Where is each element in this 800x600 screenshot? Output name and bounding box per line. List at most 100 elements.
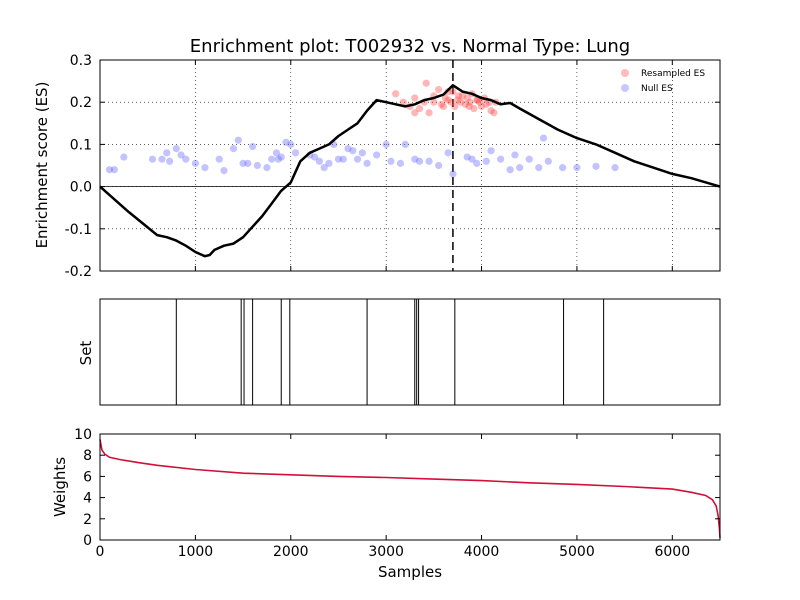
resampled-es-point <box>447 98 455 106</box>
resampled-es-point <box>461 100 469 108</box>
resampled-es-point <box>458 92 467 100</box>
null-es-point <box>401 140 409 148</box>
resampled-es-point <box>411 94 419 102</box>
null-es-point <box>415 157 424 165</box>
null-es-point <box>516 164 524 172</box>
null-es-point <box>344 145 352 153</box>
resampled-es-point <box>466 98 474 106</box>
null-es-point <box>325 159 333 167</box>
null-es-point <box>463 153 471 161</box>
null-es-point <box>334 155 343 163</box>
null-es-point <box>339 155 347 163</box>
es-y-tick-label: 0.0 <box>70 180 92 196</box>
resampled-es-point <box>487 107 495 115</box>
null-es-point <box>506 166 514 174</box>
resampled-es-point <box>425 109 433 117</box>
null-es-point <box>268 155 276 163</box>
x-tick-label: 3000 <box>368 544 404 560</box>
weights-curve <box>99 439 721 538</box>
null-es-point <box>287 140 295 148</box>
null-es-point <box>220 166 228 175</box>
legend-null-marker <box>621 84 629 92</box>
x-tick-label: 5000 <box>559 544 595 560</box>
set-panel: Set <box>77 298 721 406</box>
null-es-point <box>148 155 157 163</box>
null-es-point <box>234 136 242 144</box>
resampled-es-point <box>451 102 459 111</box>
resampled-es-point <box>465 102 473 111</box>
weights-y-tick-label: 8 <box>83 448 92 464</box>
resampled-es-point <box>470 104 478 113</box>
resampled-es-point <box>456 98 465 106</box>
null-es-point <box>215 155 223 163</box>
null-es-point <box>158 155 166 163</box>
null-es-point <box>396 159 405 167</box>
x-axis-label: Samples <box>378 563 442 581</box>
null-es-point <box>511 151 519 159</box>
x-tick-label: 0 <box>96 544 105 560</box>
es-y-tick-label: -0.1 <box>65 222 92 238</box>
null-es-point <box>320 164 328 172</box>
resampled-es-point <box>444 96 452 104</box>
null-es-point <box>172 145 180 153</box>
null-es-point <box>544 157 552 165</box>
null-es-point <box>263 164 271 172</box>
null-es-point <box>272 149 281 157</box>
null-es-point <box>411 155 419 163</box>
resampled-es-point <box>490 109 498 117</box>
es-y-tick-label: 0.2 <box>70 95 92 111</box>
null-es-point <box>444 149 452 157</box>
resampled-es-point <box>411 109 419 117</box>
es-y-tick-label: 0.1 <box>70 137 92 153</box>
chart-title: Enrichment plot: T002932 vs. Normal Type… <box>190 36 630 57</box>
null-es-point <box>249 142 257 151</box>
weights-y-tick-label: 4 <box>83 491 92 507</box>
x-tick-label: 1000 <box>178 544 214 560</box>
resampled-es-point <box>392 90 400 98</box>
null-es-point <box>473 159 481 167</box>
es-y-ticks: 0.3 0.2 0.1 0.0 -0.1 -0.2 <box>65 53 720 280</box>
weights-y-ticks: 10 8 6 4 2 0 <box>74 427 720 549</box>
null-es-point <box>349 147 357 155</box>
es-curve <box>99 84 721 258</box>
legend-resampled-label: Resampled ES <box>641 69 705 79</box>
null-es-point <box>120 153 128 161</box>
null-es-point <box>110 166 118 174</box>
null-es-point <box>449 170 457 178</box>
resampled-es-point <box>477 102 486 111</box>
null-es-point <box>525 155 533 163</box>
weights-y-tick-label: 2 <box>83 512 92 528</box>
null-es-point <box>382 140 390 148</box>
x-tick-label: 6000 <box>654 544 690 560</box>
null-es-point <box>166 157 174 165</box>
null-es-point <box>539 134 548 142</box>
resampled-es-point <box>455 92 463 100</box>
null-es-point <box>535 164 543 172</box>
null-es-point <box>363 159 371 167</box>
es-panel: 0.3 0.2 0.1 0.0 -0.1 -0.2 Enrichment score (E… <box>33 53 721 280</box>
es-y-axis-label: Enrichment score (ES) <box>33 82 51 249</box>
resampled-es-point <box>482 100 490 108</box>
resampled-es-point <box>430 98 438 106</box>
null-es-point <box>482 157 490 165</box>
null-es-point <box>201 164 209 172</box>
set-y-axis-label: Set <box>77 341 95 366</box>
legend-resampled-marker <box>621 69 629 77</box>
weights-x-ticks: 0 1000 2000 3000 4000 5000 6000 <box>96 434 690 560</box>
null-es-point <box>182 155 190 163</box>
es-y-tick-label: -0.2 <box>65 264 92 280</box>
null-es-point <box>559 164 567 172</box>
null-es-point <box>239 159 247 167</box>
null-es-point <box>315 157 323 165</box>
null-es-point <box>387 157 395 165</box>
null-es-point <box>435 161 443 170</box>
es-x-ticks <box>99 60 673 271</box>
resampled-es-point <box>422 79 430 87</box>
null-es-point <box>244 159 252 167</box>
resampled-es-point <box>449 88 457 96</box>
null-es-point <box>291 149 300 157</box>
weights-y-tick-label: 6 <box>83 469 92 485</box>
null-es-point <box>177 151 185 159</box>
